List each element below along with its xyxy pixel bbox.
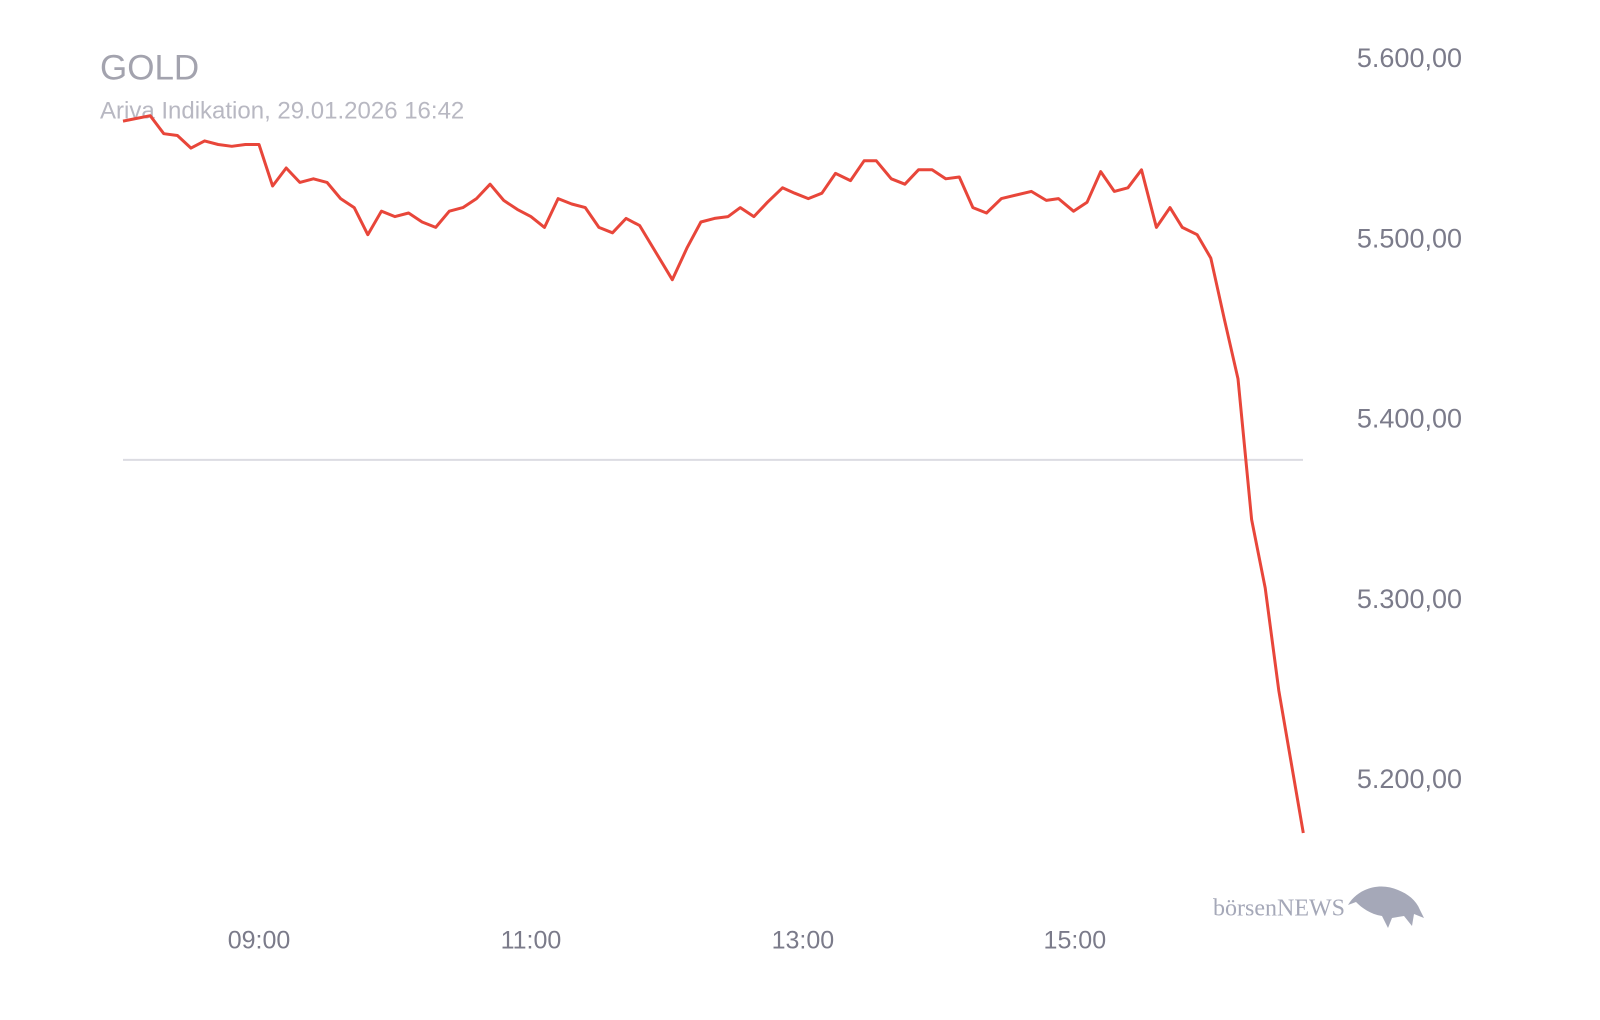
price-line (122, 114, 1305, 834)
y-tick-label: 5.600,00 (1357, 43, 1462, 73)
x-tick-label: 11:00 (501, 927, 562, 955)
chart-title: GOLD (100, 48, 199, 87)
x-tick-label: 15:00 (1044, 927, 1107, 955)
y-tick-label: 5.200,00 (1357, 764, 1462, 794)
y-tick-label: 5.500,00 (1357, 223, 1462, 253)
y-tick-label: 5.300,00 (1357, 584, 1462, 614)
y-tick-label: 5.400,00 (1357, 404, 1462, 434)
chart-subtitle: Ariva Indikation, 29.01.2026 16:42 (100, 97, 464, 124)
watermark-text: börsenNEWS (1213, 896, 1345, 922)
watermark: börsenNEWS (1213, 886, 1424, 928)
x-tick-label: 13:00 (772, 927, 835, 955)
watermark-bull (1348, 886, 1424, 928)
x-tick-label: 09:00 (228, 927, 291, 955)
